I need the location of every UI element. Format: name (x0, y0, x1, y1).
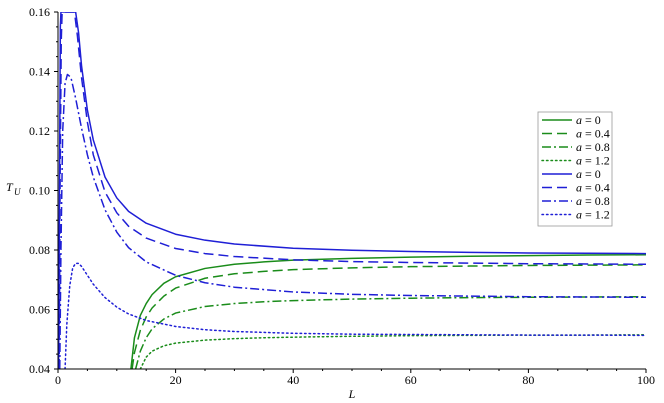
legend-entry-1: a = 0.4 (576, 127, 610, 141)
x-axis-label: L (348, 387, 356, 401)
x-tick-label: 80 (522, 373, 534, 387)
ticks-layer: 0 20 40 60 80 100 0.04 0.06 0.08 0.10 0.12 0.14 0.16 (29, 5, 655, 387)
legend-entry-7: a = 1.2 (576, 208, 610, 222)
y-tick-label: 0.10 (29, 184, 50, 198)
series-line-6 (59, 73, 646, 369)
axis-labels: L T U (6, 180, 356, 401)
y-axis-label: T (6, 180, 14, 194)
legend-entry-5: a = 0.4 (576, 181, 610, 195)
x-tick-label: 40 (287, 373, 299, 387)
legend-entry-4: a = 0 (576, 167, 601, 181)
x-tick-label: 60 (405, 373, 417, 387)
y-tick-label: 0.04 (29, 362, 50, 376)
legend-entry-2: a = 0.8 (576, 140, 610, 154)
y-tick-label: 0.14 (29, 65, 50, 79)
series-line-7 (64, 262, 646, 369)
x-tick-label: 100 (637, 373, 655, 387)
legend-box (537, 111, 613, 227)
legend: a = 0a = 0.4a = 0.8a = 1.2a = 0a = 0.4a … (537, 111, 613, 227)
series-line-4 (58, 12, 646, 369)
series-line-2 (134, 295, 646, 369)
y-axis-label-subscript: U (14, 187, 21, 197)
y-tick-label: 0.16 (29, 5, 50, 19)
legend-entry-0: a = 0 (576, 113, 601, 127)
legend-entry-6: a = 0.8 (576, 194, 610, 208)
x-tick-label: 20 (170, 373, 182, 387)
x-tick-label: 0 (55, 373, 61, 387)
series-line-0 (130, 254, 646, 369)
series-line-5 (58, 12, 646, 369)
series-layer (58, 12, 646, 369)
legend-entry-3: a = 1.2 (576, 154, 610, 168)
y-tick-label: 0.12 (29, 124, 50, 138)
y-tick-label: 0.08 (29, 243, 50, 257)
y-tick-label: 0.06 (29, 303, 50, 317)
series-line-1 (131, 264, 646, 369)
